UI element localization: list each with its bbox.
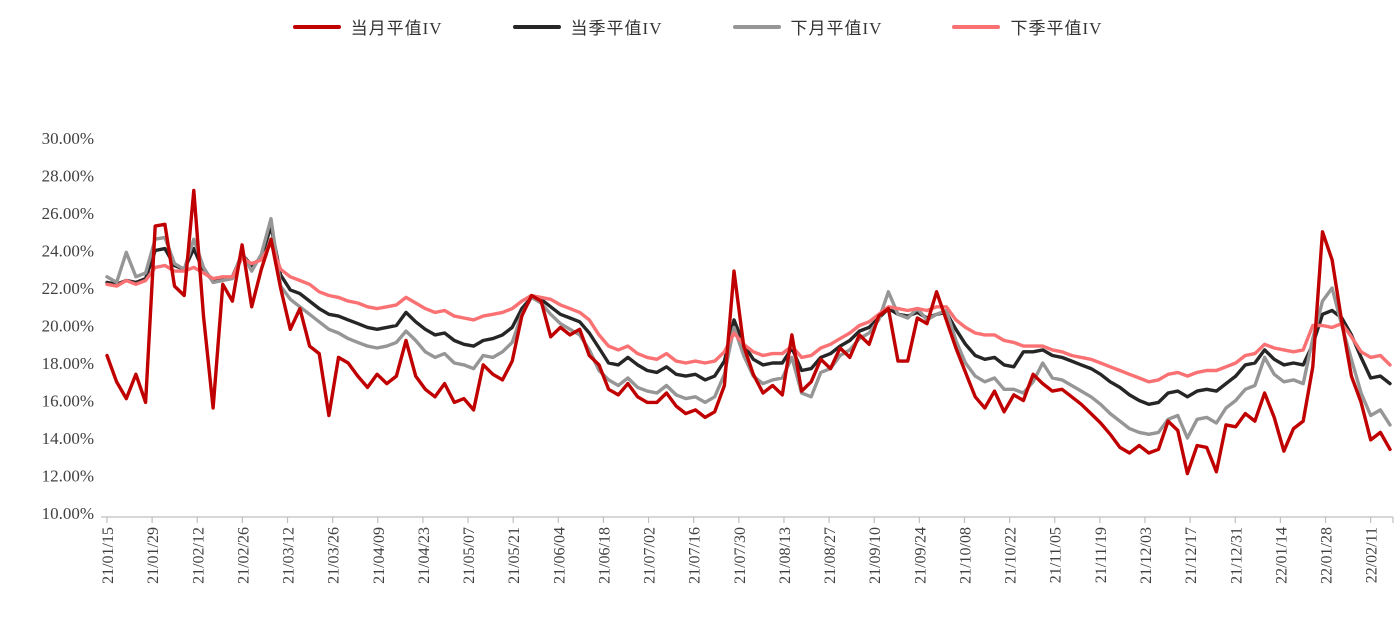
x-tick-label: 21/04/09: [371, 527, 388, 584]
x-tick-label: 21/07/30: [732, 527, 749, 584]
x-tick-label: 22/01/28: [1319, 527, 1336, 584]
x-tick-label: 21/02/26: [235, 527, 252, 584]
x-tick-label: 21/08/13: [777, 527, 794, 584]
x-tick-label: 21/01/29: [145, 527, 162, 584]
legend-item-0: 当月平值IV: [292, 14, 443, 39]
y-tick-label: 30.00%: [42, 129, 94, 148]
y-tick-label: 18.00%: [42, 354, 94, 373]
x-tick-label: 21/06/18: [596, 527, 613, 584]
legend-line-swatch: [732, 24, 781, 29]
x-tick-label: 21/10/08: [957, 527, 974, 584]
y-tick-label: 12.00%: [42, 467, 94, 486]
x-tick-label: 21/08/27: [822, 527, 839, 584]
y-tick-label: 26.00%: [42, 204, 94, 223]
x-tick-label: 21/09/24: [912, 527, 929, 584]
x-tick-label: 21/12/17: [1183, 527, 1200, 584]
series-line-0: [105, 188, 1392, 476]
y-tick-label: 24.00%: [42, 242, 94, 261]
x-tick-label: 21/06/04: [551, 527, 568, 584]
x-tick-label: 21/12/03: [1138, 527, 1155, 584]
legend-label: 下季平值IV: [1010, 19, 1103, 38]
legend-label: 下月平值IV: [790, 19, 883, 38]
legend-line-swatch: [292, 24, 341, 29]
legend-item-2: 下月平值IV: [732, 14, 883, 39]
x-tick-label: 21/09/10: [867, 527, 884, 584]
chart-legend: 当月平值IV 当季平值IV 下月平值IV 下季平值IV: [0, 14, 1395, 39]
x-tick-label: 21/10/22: [1003, 527, 1020, 584]
series-line-1: [105, 224, 1392, 406]
x-tick-label: 21/01/15: [100, 527, 117, 584]
series-line-3: [105, 241, 1392, 384]
x-tick-label: 22/02/11: [1364, 527, 1381, 583]
legend-item-1: 当季平值IV: [512, 14, 663, 39]
legend-line-swatch: [952, 24, 1001, 29]
x-tick-label: 21/11/19: [1093, 527, 1110, 583]
x-tick-label: 21/12/31: [1228, 527, 1245, 584]
x-tick-label: 21/07/02: [642, 527, 659, 584]
legend-line-swatch: [512, 24, 561, 29]
x-tick-label: 21/03/12: [281, 527, 298, 584]
x-tick-label: 21/07/16: [687, 527, 704, 584]
y-tick-label: 22.00%: [42, 279, 94, 298]
y-tick-label: 28.00%: [42, 167, 94, 186]
x-tick-label: 21/05/07: [461, 527, 478, 584]
x-tick-label: 21/04/23: [416, 527, 433, 584]
x-tick-label: 21/02/12: [190, 527, 207, 584]
y-tick-label: 14.00%: [42, 429, 94, 448]
x-tick-label: 21/05/21: [506, 527, 523, 584]
y-tick-label: 10.00%: [42, 504, 94, 523]
x-tick-label: 21/11/05: [1048, 527, 1065, 583]
legend-item-3: 下季平值IV: [952, 14, 1102, 39]
x-tick-label: 21/03/26: [326, 527, 343, 584]
y-tick-label: 20.00%: [42, 317, 94, 336]
legend-label: 当季平值IV: [570, 19, 663, 38]
x-tick-label: 22/01/14: [1273, 527, 1290, 584]
legend-label: 当月平值IV: [350, 19, 443, 38]
series-line-2: [105, 216, 1392, 440]
y-tick-label: 16.00%: [42, 392, 94, 411]
x-axis: [101, 516, 1394, 523]
